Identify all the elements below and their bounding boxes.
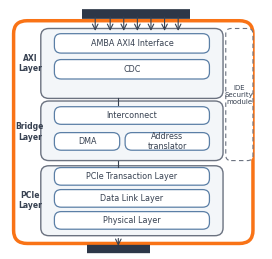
Text: Bridge
Layer: Bridge Layer (16, 123, 44, 142)
Text: Physical Layer: Physical Layer (103, 216, 161, 225)
Text: PCIe Transaction Layer: PCIe Transaction Layer (86, 172, 178, 181)
FancyBboxPatch shape (54, 133, 120, 150)
Text: PCIe
Layer: PCIe Layer (18, 191, 42, 210)
Text: Data Link Layer: Data Link Layer (100, 194, 163, 203)
FancyBboxPatch shape (54, 212, 209, 229)
FancyBboxPatch shape (54, 168, 209, 185)
Text: CDC: CDC (123, 65, 141, 74)
Text: DMA: DMA (78, 137, 96, 146)
FancyBboxPatch shape (226, 28, 253, 161)
FancyBboxPatch shape (54, 107, 209, 124)
Text: Interconnect: Interconnect (107, 111, 157, 120)
Text: AMBA AXI4 Interface: AMBA AXI4 Interface (91, 39, 173, 48)
FancyBboxPatch shape (54, 190, 209, 207)
FancyBboxPatch shape (41, 101, 223, 161)
FancyBboxPatch shape (14, 21, 253, 243)
FancyBboxPatch shape (54, 34, 209, 53)
FancyBboxPatch shape (125, 133, 209, 150)
FancyBboxPatch shape (41, 28, 223, 98)
Text: IDE
Security
module: IDE Security module (225, 84, 254, 105)
FancyBboxPatch shape (54, 60, 209, 79)
Text: AXI
Layer: AXI Layer (18, 54, 42, 73)
Text: Address
translator: Address translator (148, 132, 187, 151)
FancyBboxPatch shape (41, 166, 223, 236)
